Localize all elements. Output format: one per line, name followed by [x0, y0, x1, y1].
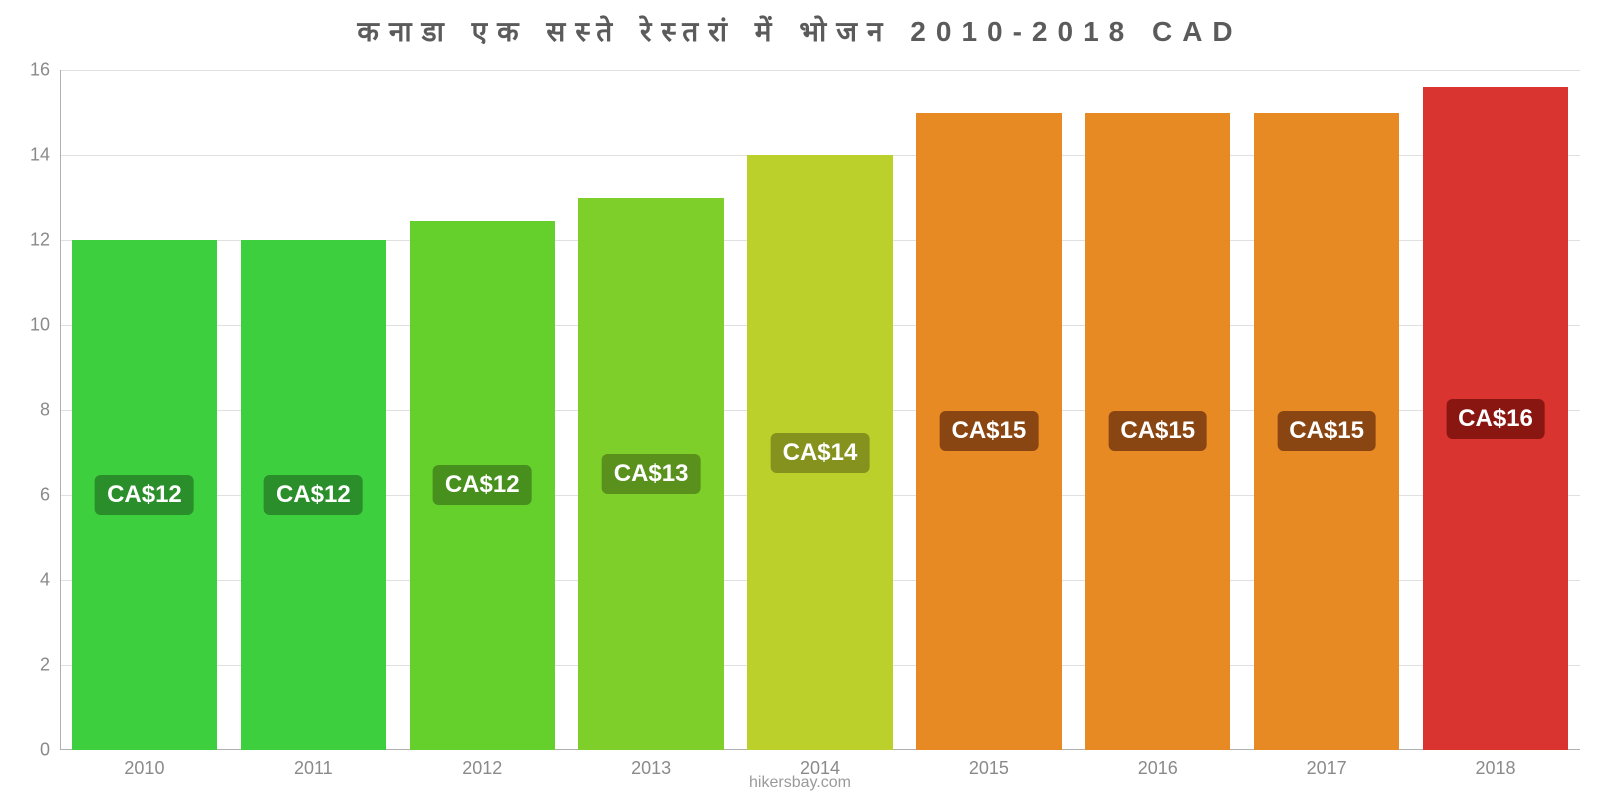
bar-value-label: CA$15: [1277, 411, 1376, 451]
bar: CA$12: [410, 221, 555, 750]
x-tick-label: 2013: [631, 758, 671, 779]
x-tick-label: 2018: [1476, 758, 1516, 779]
y-tick-label: 8: [40, 400, 50, 421]
bar-value-label: CA$14: [771, 433, 870, 473]
bar-value-label: CA$16: [1446, 399, 1545, 439]
y-tick-label: 4: [40, 570, 50, 591]
bar-value-label: CA$15: [1108, 411, 1207, 451]
x-tick-label: 2017: [1307, 758, 1347, 779]
y-tick-label: 6: [40, 485, 50, 506]
bar-value-label: CA$12: [264, 475, 363, 515]
bar: CA$15: [1085, 113, 1230, 751]
x-tick-label: 2012: [462, 758, 502, 779]
bar-value-label: CA$13: [602, 454, 701, 494]
bar-value-label: CA$15: [940, 411, 1039, 451]
y-tick-label: 2: [40, 655, 50, 676]
x-tick-label: 2011: [294, 758, 333, 779]
x-tick-label: 2016: [1138, 758, 1178, 779]
y-tick-label: 10: [30, 315, 50, 336]
attribution-text: hikersbay.com: [749, 774, 851, 792]
chart-plot-area: 0246810121416CA$122010CA$122011CA$122012…: [60, 70, 1580, 750]
y-tick-label: 0: [40, 740, 50, 761]
x-tick-label: 2015: [969, 758, 1009, 779]
bar: CA$12: [72, 240, 217, 750]
y-tick-label: 14: [30, 145, 50, 166]
bar: CA$15: [1254, 113, 1399, 751]
y-tick-label: 16: [30, 60, 50, 81]
bar: CA$14: [747, 155, 892, 750]
bar-value-label: CA$12: [433, 465, 532, 505]
chart-title: कनाडा एक सस्ते रेस्तरां में भोजन 2010-20…: [0, 12, 1600, 50]
y-axis: [60, 70, 61, 750]
bar: CA$13: [578, 198, 723, 751]
bar: CA$15: [916, 113, 1061, 751]
x-tick-label: 2010: [124, 758, 164, 779]
y-tick-label: 12: [30, 230, 50, 251]
bar-value-label: CA$12: [95, 475, 194, 515]
bar: CA$16: [1423, 87, 1568, 750]
gridline: [60, 70, 1580, 71]
bar: CA$12: [241, 240, 386, 750]
